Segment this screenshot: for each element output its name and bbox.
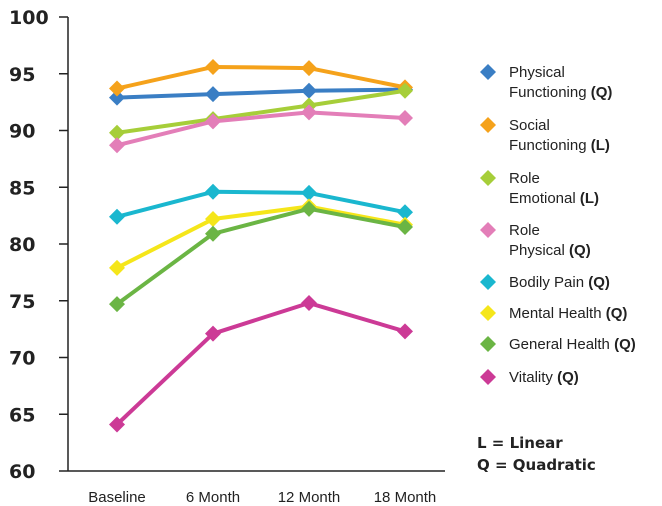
legend-label: Mental Health (Q) xyxy=(509,305,627,322)
legend-model-tag: (L) xyxy=(587,137,610,154)
legend-label: Role xyxy=(509,170,540,187)
legend-series-name: Emotional xyxy=(509,190,576,207)
y-tick-label: 60 xyxy=(9,461,35,483)
series-line xyxy=(115,301,406,426)
series-line xyxy=(116,204,406,270)
legend-label: Vitality (Q) xyxy=(509,369,579,386)
legend-series-name: Functioning xyxy=(509,137,587,154)
y-tick-label: 65 xyxy=(9,404,35,426)
y-tick-label: 70 xyxy=(9,348,35,370)
data-point-marker xyxy=(109,137,125,154)
legend-marker xyxy=(480,305,496,321)
legend-label: General Health (Q) xyxy=(509,336,636,353)
series-line xyxy=(116,88,406,135)
data-point-marker xyxy=(205,225,221,242)
data-point-marker xyxy=(301,82,317,99)
legend-label: Social xyxy=(509,117,550,134)
data-point-marker xyxy=(109,89,125,106)
data-point-marker xyxy=(109,208,125,225)
legend-marker xyxy=(480,369,496,385)
legend-model-tag: (Q) xyxy=(553,369,579,386)
legend-series-name: Physical xyxy=(509,64,565,81)
legend-model-tag: (Q) xyxy=(587,84,613,101)
legend-series-name: Mental Health xyxy=(509,305,602,322)
legend-marker xyxy=(480,170,496,186)
data-point-marker xyxy=(205,113,221,130)
legend-series-name: Role xyxy=(509,170,540,187)
data-point-marker xyxy=(301,295,317,312)
data-point-marker xyxy=(301,184,317,201)
x-tick-label: 18 Month xyxy=(374,489,437,506)
legend-model-tag: (L) xyxy=(576,190,599,207)
note-linear: L = Linear xyxy=(477,434,563,452)
x-tick-label: 12 Month xyxy=(278,489,341,506)
data-point-marker xyxy=(397,323,413,340)
data-point-marker xyxy=(109,80,125,97)
data-point-marker xyxy=(397,110,413,127)
series-line xyxy=(116,64,406,91)
legend-label: Role xyxy=(509,222,540,239)
data-point-marker xyxy=(301,104,317,121)
series-line xyxy=(115,206,406,306)
legend-series-name: Role xyxy=(509,222,540,239)
data-point-marker xyxy=(397,218,413,235)
data-point-marker xyxy=(109,416,125,433)
series-line xyxy=(116,87,406,100)
data-point-marker xyxy=(301,200,317,217)
series-line xyxy=(116,110,406,148)
data-point-marker xyxy=(109,296,125,313)
data-point-marker xyxy=(205,86,221,103)
y-tick-label: 85 xyxy=(9,177,35,199)
legend-label: Functioning (Q) xyxy=(509,84,612,101)
y-tick-label: 95 xyxy=(9,64,35,86)
x-tick-label: 6 Month xyxy=(186,489,240,506)
legend-model-tag: (Q) xyxy=(565,242,591,259)
note-quadratic: Q = Quadratic xyxy=(477,456,596,474)
y-tick-label: 80 xyxy=(9,234,35,256)
legend-series-name: Social xyxy=(509,117,550,134)
legend-series-name: General Health xyxy=(509,336,610,353)
legend-series-name: Bodily Pain xyxy=(509,274,584,291)
legend-marker xyxy=(480,117,496,133)
data-point-marker xyxy=(301,60,317,77)
data-point-marker xyxy=(205,211,221,228)
legend-model-tag: (Q) xyxy=(602,305,628,322)
legend-model-tag: (Q) xyxy=(584,274,610,291)
y-tick-label: 75 xyxy=(9,291,35,313)
series-line xyxy=(116,189,406,219)
legend-marker xyxy=(480,64,496,80)
legend-marker xyxy=(480,222,496,238)
legend-series-name: Vitality xyxy=(509,369,553,386)
legend-label: Functioning (L) xyxy=(509,137,610,154)
data-point-marker xyxy=(397,204,413,221)
y-tick-label: 100 xyxy=(9,7,49,29)
data-point-marker xyxy=(397,82,413,99)
x-tick-label: Baseline xyxy=(88,489,146,506)
legend-label: Emotional (L) xyxy=(509,190,599,207)
data-point-marker xyxy=(205,183,221,200)
data-point-marker xyxy=(109,259,125,276)
legend-label: Physical xyxy=(509,64,565,81)
legend-marker xyxy=(480,336,496,352)
legend-marker xyxy=(480,274,496,290)
legend-model-tag: (Q) xyxy=(610,336,636,353)
data-point-marker xyxy=(109,124,125,141)
data-point-marker xyxy=(205,58,221,75)
legend-label: Physical (Q) xyxy=(509,242,591,259)
legend-series-name: Physical xyxy=(509,242,565,259)
legend-series-name: Functioning xyxy=(509,84,587,101)
legend-label: Bodily Pain (Q) xyxy=(509,274,610,291)
y-tick-label: 90 xyxy=(9,121,35,143)
data-point-marker xyxy=(205,325,221,342)
